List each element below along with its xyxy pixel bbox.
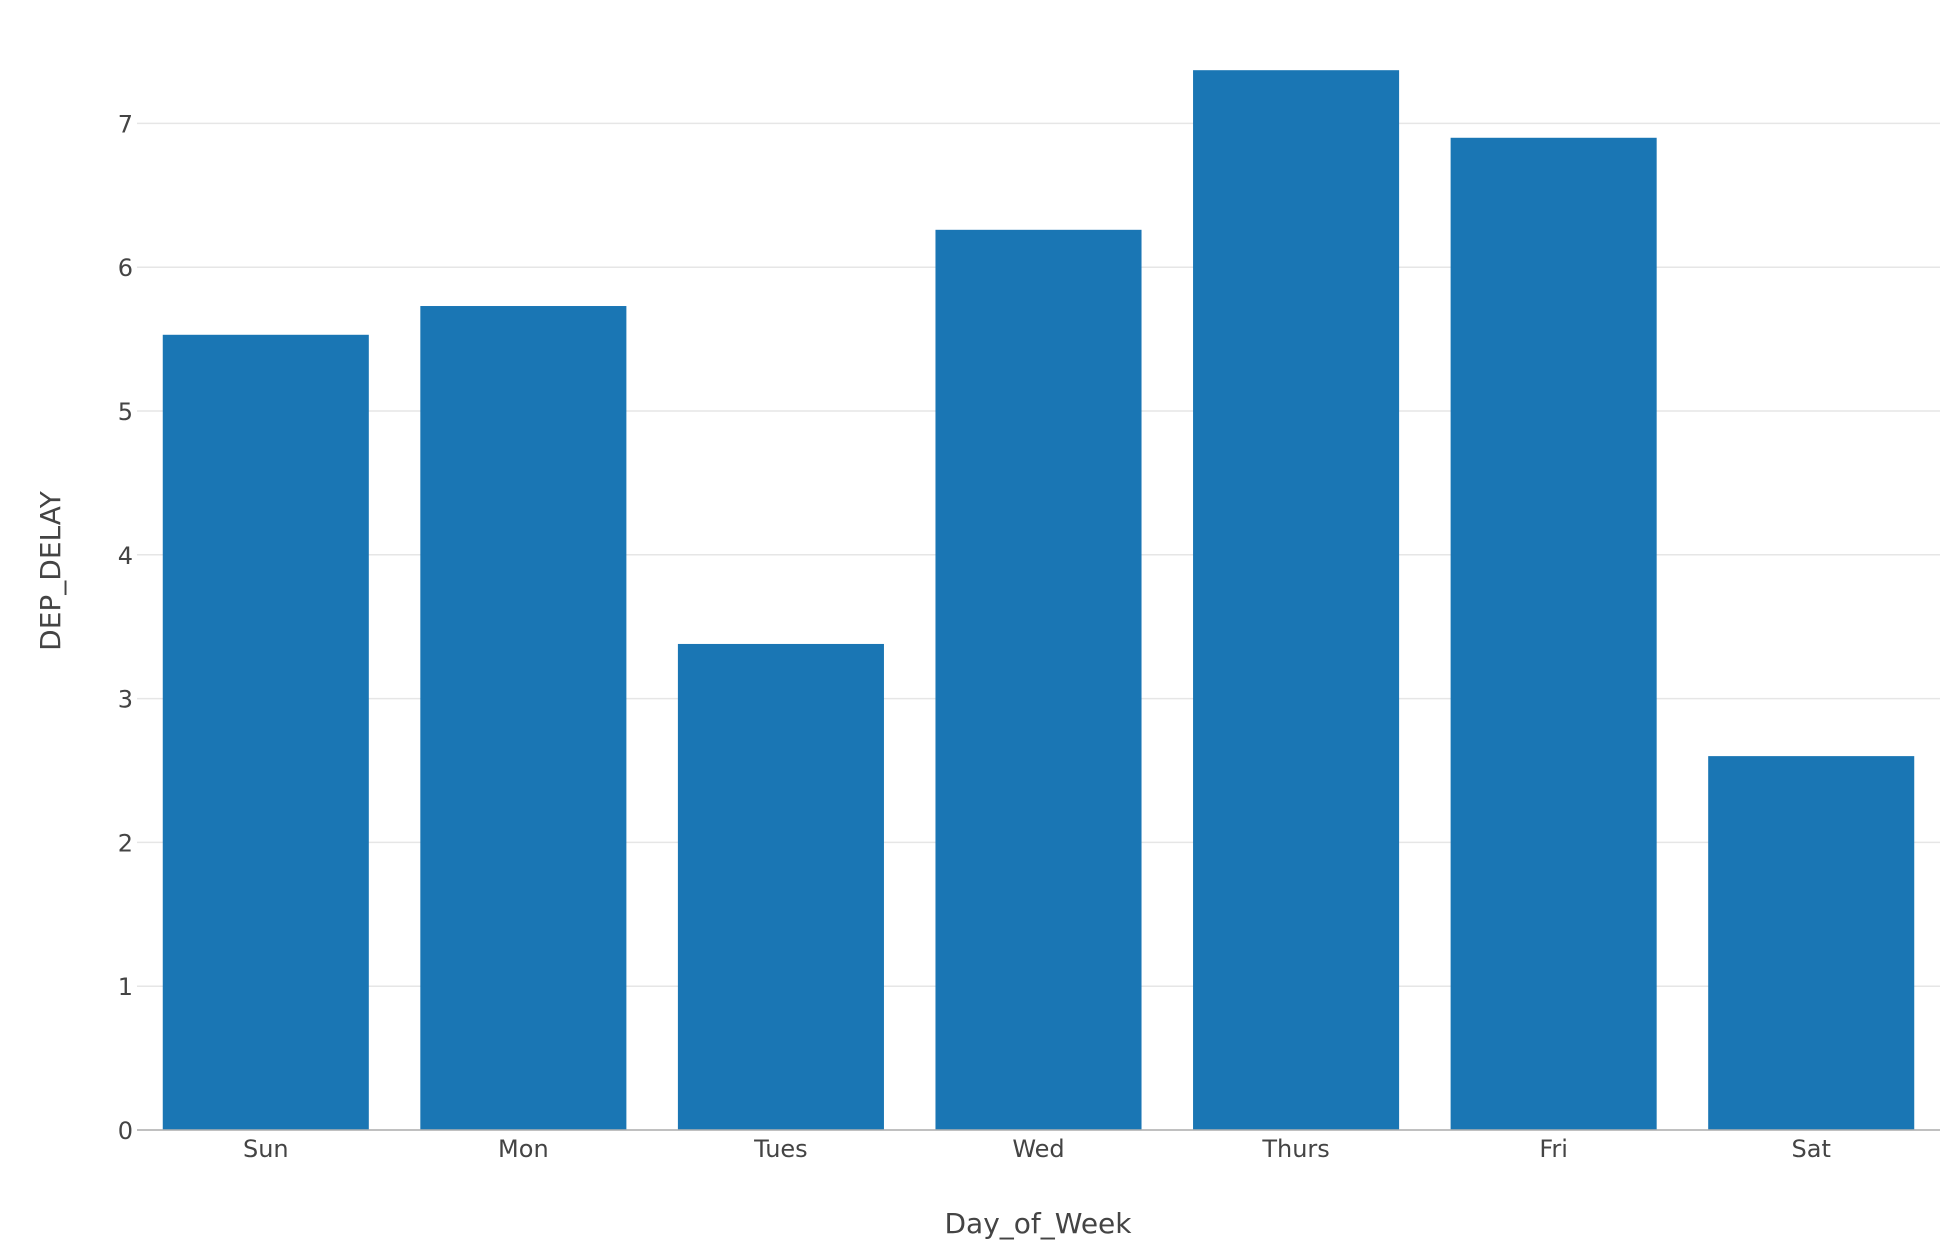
y-tick-label: 0 [118, 1117, 133, 1145]
y-tick-label: 5 [118, 398, 133, 426]
bar [162, 334, 369, 1130]
y-tick-label: 3 [118, 686, 133, 714]
y-tick-label: 6 [118, 254, 133, 282]
y-tick-label: 2 [118, 829, 133, 857]
y-tick-label: 7 [118, 110, 133, 138]
x-tick-label: Sun [243, 1135, 289, 1163]
x-tick-label: Sat [1792, 1135, 1831, 1163]
bar [420, 306, 627, 1130]
x-tick-label: Thurs [1261, 1135, 1329, 1163]
x-axis-title: Day_of_Week [945, 1207, 1133, 1240]
x-tick-label: Mon [498, 1135, 549, 1163]
y-axis-title: DEP_DELAY [34, 490, 67, 651]
y-tick-label: 1 [118, 973, 133, 1001]
bar [935, 229, 1142, 1131]
bar [1193, 70, 1400, 1130]
bar [677, 643, 884, 1130]
x-tick-label: Wed [1012, 1135, 1064, 1163]
bar [1450, 137, 1657, 1131]
y-tick-label: 4 [118, 542, 133, 570]
x-tick-label: Fri [1539, 1135, 1568, 1163]
x-tick-label: Tues [753, 1135, 808, 1163]
bar [1708, 756, 1915, 1130]
